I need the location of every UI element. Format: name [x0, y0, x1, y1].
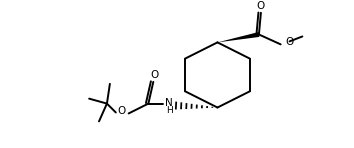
- Text: O: O: [118, 106, 126, 116]
- Polygon shape: [217, 32, 259, 42]
- Text: O: O: [150, 70, 159, 80]
- Text: H: H: [166, 106, 172, 115]
- Text: O: O: [257, 1, 265, 11]
- Text: O: O: [286, 37, 294, 47]
- Text: N: N: [165, 98, 173, 108]
